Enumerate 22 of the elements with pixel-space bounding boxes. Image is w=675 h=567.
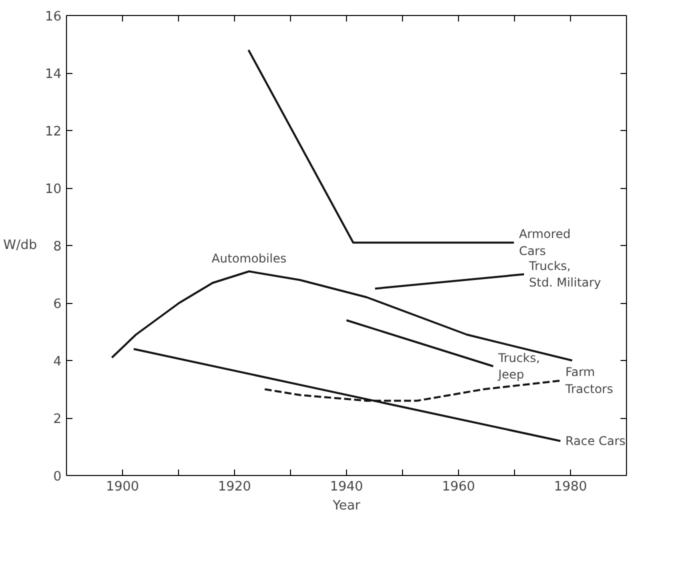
x-tick-label: 1900 xyxy=(106,480,140,494)
y-tick-label: 8 xyxy=(53,240,62,254)
y-tick-label: 16 xyxy=(44,10,62,24)
y-tick-label: 0 xyxy=(53,470,62,484)
x-tick-label: 1960 xyxy=(442,480,476,494)
series-label: Farm Tractors xyxy=(564,365,614,396)
y-tick-label: 2 xyxy=(53,412,62,427)
y-tick-label: 10 xyxy=(44,182,62,197)
series-label: Trucks, Jeep xyxy=(497,350,540,382)
series-label: Race Cars xyxy=(565,434,626,448)
x-tick-label: 1920 xyxy=(218,480,252,494)
x-axis-title: Year xyxy=(332,498,361,514)
y-tick-label: 6 xyxy=(53,297,62,312)
series-label: Trucks, Std. Military xyxy=(528,258,602,290)
x-tick-label: 1940 xyxy=(330,480,364,494)
y-tick-label: 14 xyxy=(44,67,62,82)
y-tick-label: 12 xyxy=(44,124,62,140)
x-tick-label: 1980 xyxy=(554,480,588,494)
y-tick-label: 4 xyxy=(53,354,62,370)
series-label: Armored Cars xyxy=(518,227,571,258)
y-axis-title: W/db xyxy=(3,238,37,253)
series-label: Automobiles xyxy=(212,251,286,266)
